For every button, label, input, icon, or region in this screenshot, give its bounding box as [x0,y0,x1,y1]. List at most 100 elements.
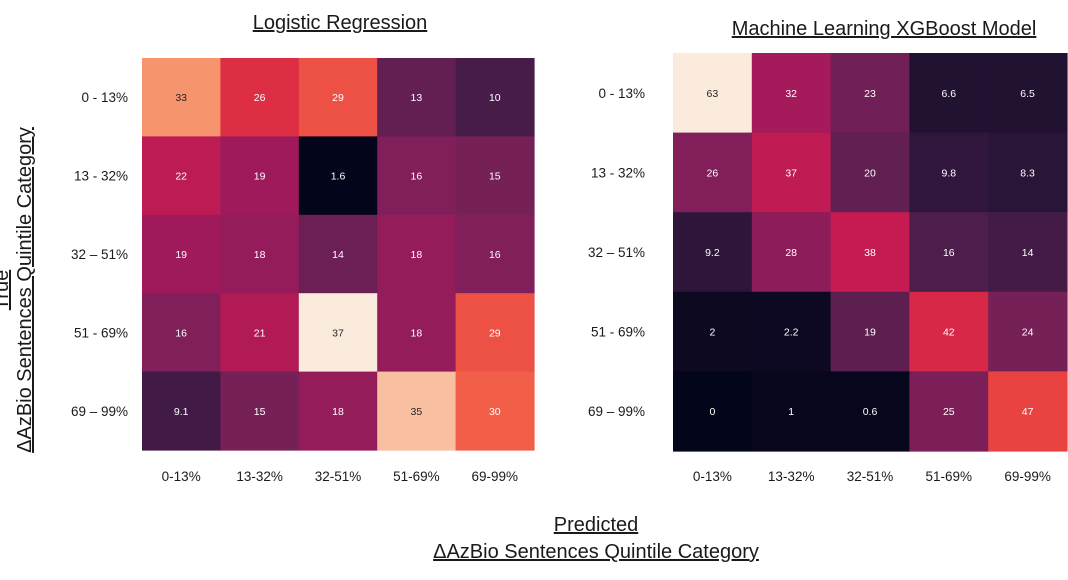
heatmap-cell-lr-r1-c2 [298,136,378,216]
col-label-xgb-3: 51-69% [926,469,973,484]
cell-value-xgb-r4-c0: 0 [709,406,715,418]
cell-value-xgb-r0-c1: 32 [785,88,797,100]
col-label-lr-4: 69-99% [472,469,519,484]
row-label-xgb-3: 51 - 69% [591,325,645,340]
heatmap-cell-lr-r1-c3 [377,136,457,216]
row-label-lr-2: 32 – 51% [71,247,128,262]
heatmap-cell-xgb-r4-c1 [751,371,832,452]
heatmap-cell-xgb-r0-c3 [909,53,989,134]
row-label-xgb-1: 13 - 32% [591,165,645,180]
heatmap-cell-xgb-r4-c3 [909,371,989,452]
cell-value-lr-r1-c1: 19 [254,171,266,183]
cell-value-lr-r1-c0: 22 [175,171,187,183]
col-label-lr-2: 32-51% [315,469,362,484]
cell-value-lr-r2-c4: 16 [489,249,501,261]
cell-value-xgb-r4-c3: 25 [943,406,955,418]
heatmap-cell-xgb-r4-c2 [830,371,910,452]
row-label-xgb-4: 69 – 99% [588,404,645,419]
cell-value-xgb-r4-c2: 0.6 [863,406,878,418]
heatmap-cell-xgb-r0-c0 [673,53,753,134]
heatmap-cell-xgb-r0-c4 [988,53,1068,134]
row-label-xgb-0: 0 - 13% [598,86,645,101]
heatmap-cell-lr-r2-c1 [220,214,300,294]
row-label-lr-1: 13 - 32% [74,169,128,184]
cell-value-xgb-r1-c1: 37 [785,167,797,179]
cell-value-lr-r4-c1: 15 [254,406,266,418]
col-label-lr-3: 51-69% [393,469,440,484]
heatmap-cell-xgb-r3-c1 [751,291,832,372]
heatmap-cell-lr-r4-c1 [220,371,300,451]
heatmap-cell-xgb-r4-c0 [673,371,753,452]
heatmap-cell-xgb-r2-c4 [988,212,1068,293]
heatmap-cell-lr-r1-c0 [142,136,221,216]
cell-value-xgb-r1-c3: 9.8 [941,167,956,179]
heatmap-cell-xgb-r0-c2 [830,53,910,134]
heatmap-cell-xgb-r3-c3 [909,291,989,372]
cell-value-lr-r1-c4: 15 [489,171,501,183]
heatmap-cell-xgb-r3-c0 [673,291,753,372]
heatmap-cell-lr-r0-c0 [142,58,221,137]
heatmap-cell-xgb-r1-c3 [909,132,989,213]
heatmap-cell-xgb-r2-c1 [751,212,832,293]
heatmap-cell-lr-r3-c1 [220,293,300,373]
cell-value-lr-r0-c1: 26 [254,92,266,104]
row-label-lr-3: 51 - 69% [74,325,128,340]
heatmap-cell-xgb-r2-c2 [830,212,910,293]
cell-value-xgb-r2-c3: 16 [943,247,955,259]
heatmap-cell-xgb-r2-c0 [673,212,753,293]
y-axis-title-line1: True [0,270,13,310]
cell-value-lr-r2-c0: 19 [175,249,187,261]
x-axis-title-line2: ΔAzBio Sentences Quintile Category [433,541,759,563]
heatmap-cell-lr-r2-c3 [377,214,457,294]
cell-value-lr-r3-c4: 29 [489,327,501,339]
cell-value-lr-r3-c2: 37 [332,327,344,339]
cell-value-xgb-r1-c2: 20 [864,167,876,179]
cell-value-lr-r2-c1: 18 [254,249,266,261]
heatmap-cell-lr-r2-c4 [455,214,535,294]
heatmap-cell-xgb-r3-c2 [830,291,910,372]
cell-value-xgb-r2-c2: 38 [864,247,876,259]
heatmap-cell-lr-r2-c0 [142,214,221,294]
cell-value-xgb-r3-c1: 2.2 [784,327,799,339]
heatmap-cell-lr-r3-c4 [455,293,535,373]
cell-value-xgb-r3-c4: 24 [1022,327,1034,339]
cell-value-lr-r0-c0: 33 [175,92,187,104]
heatmap-cell-lr-r4-c3 [377,371,457,451]
heatmap-cell-lr-r3-c3 [377,293,457,373]
cell-value-lr-r0-c3: 13 [411,92,423,104]
cell-value-xgb-r0-c4: 6.5 [1020,88,1035,100]
heatmap-cell-xgb-r1-c0 [673,132,753,213]
heatmap-cell-xgb-r1-c1 [751,132,832,213]
x-axis-title-line1: Predicted [554,514,639,536]
cell-value-xgb-r1-c4: 8.3 [1020,167,1035,179]
col-label-lr-1: 13-32% [236,469,283,484]
col-label-xgb-0: 0-13% [693,469,732,484]
cell-value-lr-r3-c3: 18 [411,327,423,339]
cell-value-lr-r1-c2: 1.6 [331,171,346,183]
heatmap-cell-xgb-r1-c2 [830,132,910,213]
heatmap-xgboost-model: 63 32 23 6.6 6.526 37 20 9.8 8.39.2 28 38 16 142 2.2 1… [588,53,1068,484]
heatmap-cell-lr-r2-c2 [298,214,378,294]
heatmap-cell-lr-r1-c1 [220,136,300,216]
y-axis-title-line2: ΔAzBio Sentences Quintile Category [14,127,36,453]
cell-value-xgb-r0-c2: 23 [864,88,876,100]
cell-value-xgb-r0-c3: 6.6 [941,88,956,100]
cell-value-lr-r1-c3: 16 [411,171,423,183]
cell-value-lr-r3-c1: 21 [254,327,266,339]
cell-value-lr-r4-c2: 18 [332,406,344,418]
heatmap-cell-xgb-r4-c4 [988,371,1068,452]
title-xgboost-model: Machine Learning XGBoost Model [732,18,1037,40]
col-label-xgb-1: 13-32% [768,469,815,484]
heatmap-cell-lr-r3-c2 [298,293,378,373]
heatmap-cell-lr-r0-c2 [298,58,378,137]
heatmap-cell-lr-r4-c4 [455,371,535,451]
cell-value-lr-r0-c2: 29 [332,92,344,104]
col-label-xgb-2: 32-51% [847,469,894,484]
cell-value-xgb-r2-c1: 28 [785,247,797,259]
heatmap-cell-xgb-r3-c4 [988,291,1068,372]
heatmap-cell-lr-r4-c2 [298,371,378,451]
col-label-lr-0: 0-13% [162,469,201,484]
cell-value-xgb-r1-c0: 26 [707,167,719,179]
heatmap-cell-xgb-r1-c4 [988,132,1068,213]
heatmap-cell-lr-r3-c0 [142,293,221,373]
